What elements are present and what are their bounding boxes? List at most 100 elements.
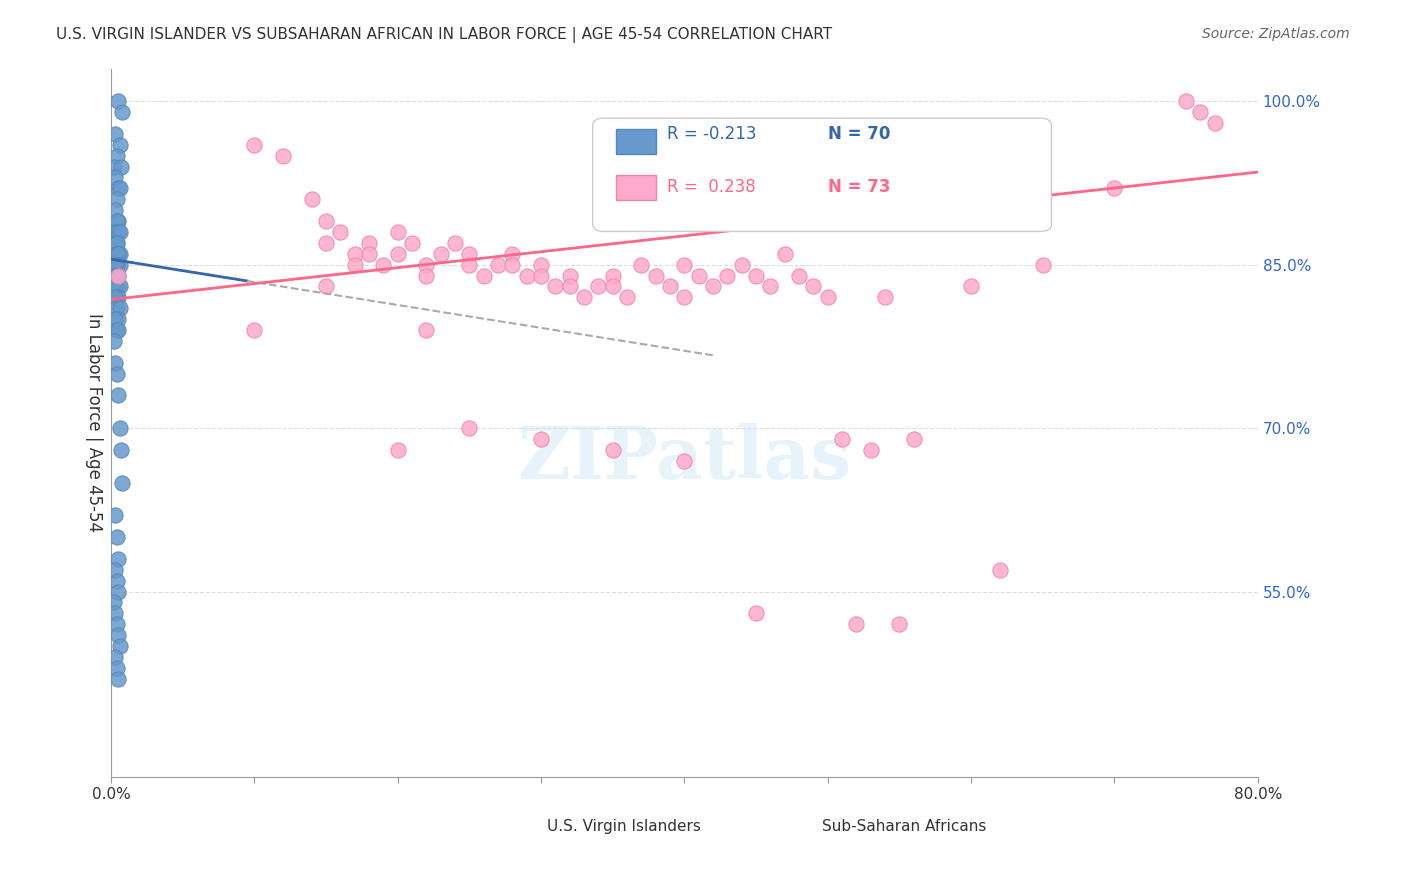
Point xyxy=(104,563,127,577)
Text: Source: ZipAtlas.com: Source: ZipAtlas.com xyxy=(1202,27,1350,41)
Point xyxy=(759,279,782,293)
Point xyxy=(988,563,1011,577)
Point xyxy=(544,279,567,293)
Point xyxy=(104,312,127,326)
Point xyxy=(107,181,129,195)
Point xyxy=(387,442,409,457)
Point xyxy=(104,127,127,141)
Point xyxy=(859,442,882,457)
Point xyxy=(530,432,553,446)
Point xyxy=(103,268,125,283)
Point xyxy=(104,258,127,272)
Point xyxy=(105,235,128,250)
FancyBboxPatch shape xyxy=(616,175,655,200)
Point xyxy=(107,323,129,337)
Point xyxy=(357,246,380,260)
Point xyxy=(602,442,624,457)
Point xyxy=(343,258,366,272)
Point xyxy=(558,268,581,283)
Point xyxy=(716,268,738,283)
Point xyxy=(688,268,710,283)
Point xyxy=(105,235,128,250)
Point xyxy=(108,181,131,195)
Point xyxy=(104,258,127,272)
Y-axis label: In Labor Force | Age 45-54: In Labor Force | Age 45-54 xyxy=(86,313,103,533)
Point xyxy=(107,312,129,326)
Point xyxy=(817,290,839,304)
Point xyxy=(415,323,437,337)
Point xyxy=(104,268,127,283)
Point xyxy=(105,214,128,228)
Point xyxy=(107,214,129,228)
Point xyxy=(415,258,437,272)
Point xyxy=(673,258,696,272)
Point xyxy=(105,268,128,283)
Point xyxy=(616,290,638,304)
Point xyxy=(960,279,983,293)
Point xyxy=(105,530,128,544)
Text: Sub-Saharan Africans: Sub-Saharan Africans xyxy=(823,819,987,834)
Point xyxy=(104,508,127,523)
Point xyxy=(103,258,125,272)
Point xyxy=(108,246,131,260)
Point xyxy=(501,246,523,260)
Point xyxy=(107,290,129,304)
Point xyxy=(105,574,128,588)
FancyBboxPatch shape xyxy=(467,817,522,837)
Point xyxy=(103,595,125,609)
Point xyxy=(429,246,451,260)
Point xyxy=(630,258,652,272)
Point xyxy=(107,672,129,686)
Point xyxy=(105,192,128,206)
Point xyxy=(516,268,538,283)
Point xyxy=(1104,181,1126,195)
Point xyxy=(104,279,127,293)
Point xyxy=(673,290,696,304)
Point xyxy=(107,268,129,283)
Point xyxy=(104,290,127,304)
Point xyxy=(107,388,129,402)
Point xyxy=(315,235,337,250)
Point xyxy=(558,279,581,293)
Point xyxy=(104,607,127,621)
Point xyxy=(486,258,509,272)
Point xyxy=(315,214,337,228)
Point xyxy=(271,149,294,163)
Point xyxy=(104,246,127,260)
Text: R =  0.238: R = 0.238 xyxy=(668,178,756,196)
Point xyxy=(243,323,266,337)
Point xyxy=(108,137,131,152)
Point xyxy=(602,279,624,293)
Point xyxy=(357,235,380,250)
Point xyxy=(831,432,853,446)
Point xyxy=(659,279,682,293)
Point xyxy=(103,334,125,348)
Point xyxy=(458,421,481,435)
Point xyxy=(458,246,481,260)
Point xyxy=(773,246,796,260)
Point xyxy=(889,617,911,632)
Point xyxy=(329,225,352,239)
Point xyxy=(315,279,337,293)
Point xyxy=(107,246,129,260)
Point xyxy=(301,192,323,206)
Point xyxy=(588,279,610,293)
Point xyxy=(731,258,754,272)
Point xyxy=(105,290,128,304)
Point xyxy=(105,258,128,272)
Point xyxy=(903,432,925,446)
Point xyxy=(107,584,129,599)
Point xyxy=(602,268,624,283)
Point xyxy=(107,628,129,642)
Point xyxy=(104,649,127,664)
Point xyxy=(702,279,724,293)
Point xyxy=(105,301,128,316)
Point xyxy=(1189,105,1212,120)
Point xyxy=(108,225,131,239)
Point xyxy=(501,258,523,272)
Point xyxy=(108,279,131,293)
Point xyxy=(107,246,129,260)
Point xyxy=(105,323,128,337)
Point xyxy=(105,617,128,632)
Point xyxy=(104,225,127,239)
